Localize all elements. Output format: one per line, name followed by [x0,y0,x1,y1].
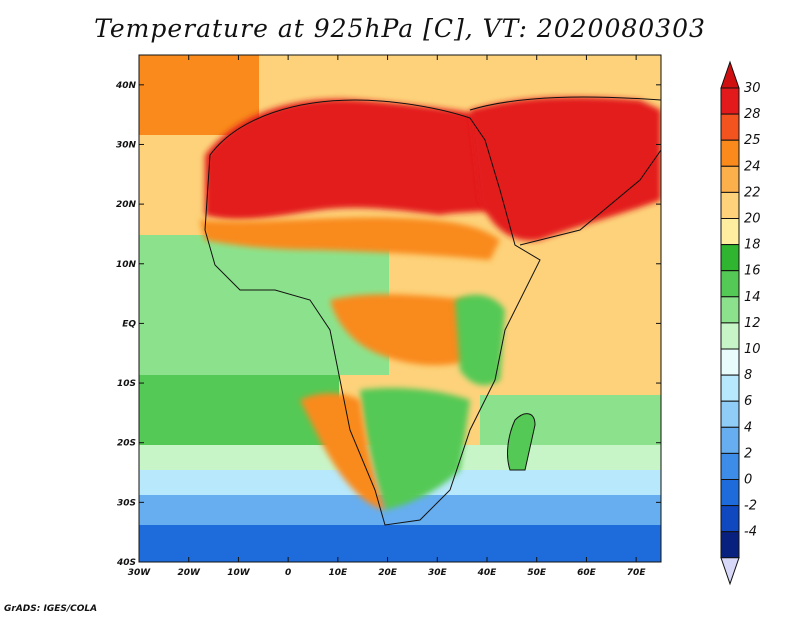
colorbar-label: 22 [744,185,761,200]
latitude-tick-labels: 40N 30N 20N 10N EQ 10S 20S 30S 40S [115,81,137,568]
lat-tick-label: 10N [116,260,137,270]
lon-tick-label: 50E [527,568,547,578]
indian-ocean-warm [480,255,661,395]
colorbar-label: 16 [744,264,761,279]
colorbar-segment [720,426,740,454]
lon-tick-label: 20E [378,568,398,578]
southwest-africa-orange [300,393,385,510]
colorbar-label: -4 [744,525,757,540]
colorbar-label: 24 [744,159,761,174]
colorbar-label: 14 [744,290,761,305]
credit-text: GrADS: IGES/COLA [4,604,98,614]
colorbar-segment [720,270,740,298]
colorbar-segment [720,244,740,272]
axis-ticks [138,55,661,563]
lon-tick-label: 40E [477,568,498,578]
colorbar-label: 28 [744,107,761,122]
colorbar-segment [720,191,740,219]
arabia-hot-region [470,97,661,241]
colorbar-segment [720,296,740,324]
colorbar-segment [720,218,740,246]
colorbar-label: 12 [744,316,761,331]
colorbar-label: 20 [744,212,761,227]
colorbar-label: 6 [744,394,752,409]
lat-tick-label: 30S [117,498,136,508]
colorbar-label: 30 [744,81,761,96]
colorbar-label: 4 [744,420,752,435]
lon-tick-label: 60E [577,568,597,578]
colorbar-segment [720,322,740,350]
colorbar-segment [720,505,740,533]
longitude-tick-labels: 30W 20W 10W 0 10E 20E 30E 40E 50E 60E 70E [128,568,647,578]
madagascar [507,413,535,470]
colorbar-label: 2 [744,446,752,461]
lat-tick-label: 40S [116,558,136,568]
colorbar-segment [720,113,740,141]
colorbar-segment [720,139,740,167]
north-atlantic-warm [139,55,259,135]
map-title: Temperature at 925hPa [C], VT: 202008030… [94,14,706,43]
east-africa-green [455,294,505,386]
lat-tick-label: 10S [117,379,136,389]
colorbar-label: -2 [744,499,757,514]
colorbar-segment [720,165,740,193]
lat-tick-label: 30N [116,140,137,150]
colorbar [720,60,740,586]
southern-africa-green [360,388,470,510]
colorbar-bottom-arrow [720,557,740,586]
lon-tick-label: 30E [428,568,448,578]
lat-tick-label: 40N [115,81,137,91]
sahara-hot-region [205,99,520,220]
colorbar-label: 25 [744,133,761,148]
map-frame [138,54,662,563]
colorbar-label: 8 [744,368,752,383]
coldest-band [139,525,661,562]
lat-tick-label: EQ [122,319,136,329]
lon-tick-label: 70E [627,568,647,578]
lat-tick-label: 20S [117,439,136,449]
temperature-field [139,55,661,562]
colorbar-label: 18 [744,238,761,253]
colorbar-segment [720,400,740,428]
colorbar-label: 10 [744,342,761,357]
colorbar-segment [720,479,740,507]
lon-tick-label: 0 [285,568,291,578]
colorbar-segment [720,374,740,402]
colorbar-top-arrow [720,60,740,89]
colorbar-segment [720,452,740,480]
central-africa-warm [330,294,470,366]
lon-tick-label: 20W [177,568,201,578]
colorbar-segment [720,531,740,559]
indian-ocean-mid [480,395,661,445]
colorbar-label: 0 [744,473,752,488]
north-africa-orange-band [200,217,500,260]
lat-tick-label: 20N [116,200,137,210]
lon-tick-label: 10E [329,568,349,578]
coastlines [204,96,661,526]
colorbar-segment [720,348,740,376]
lon-tick-label: 10W [227,568,251,578]
colorbar-segment [720,87,740,115]
lon-tick-label: 30W [128,568,152,578]
